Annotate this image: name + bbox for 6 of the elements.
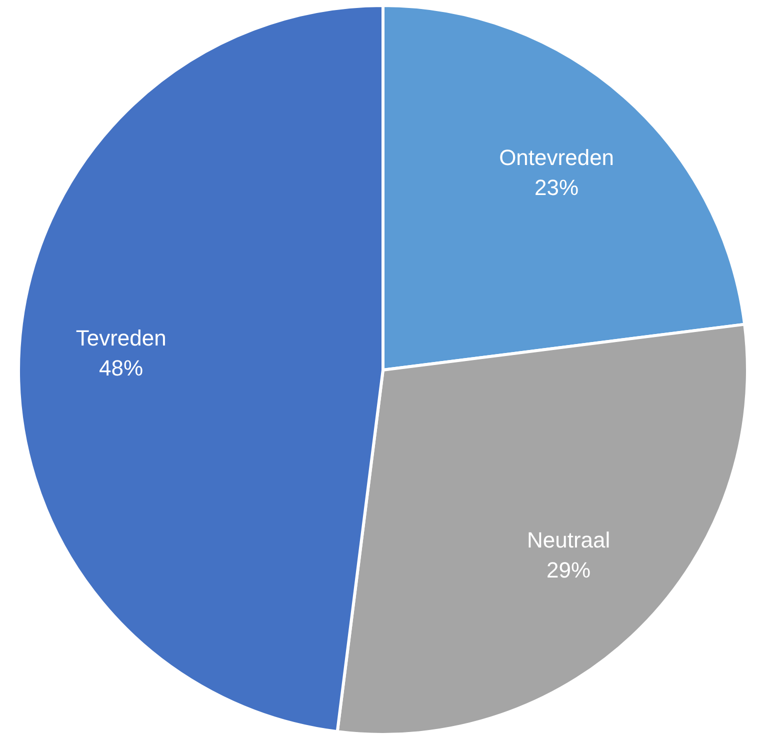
slice-label: Tevreden — [76, 326, 166, 351]
slice-label: Ontevreden — [499, 145, 614, 170]
data-label: 23% — [534, 175, 579, 200]
data-label: 29% — [546, 558, 591, 583]
data-label: 48% — [99, 356, 144, 381]
slice-label: Neutraal — [526, 528, 610, 553]
